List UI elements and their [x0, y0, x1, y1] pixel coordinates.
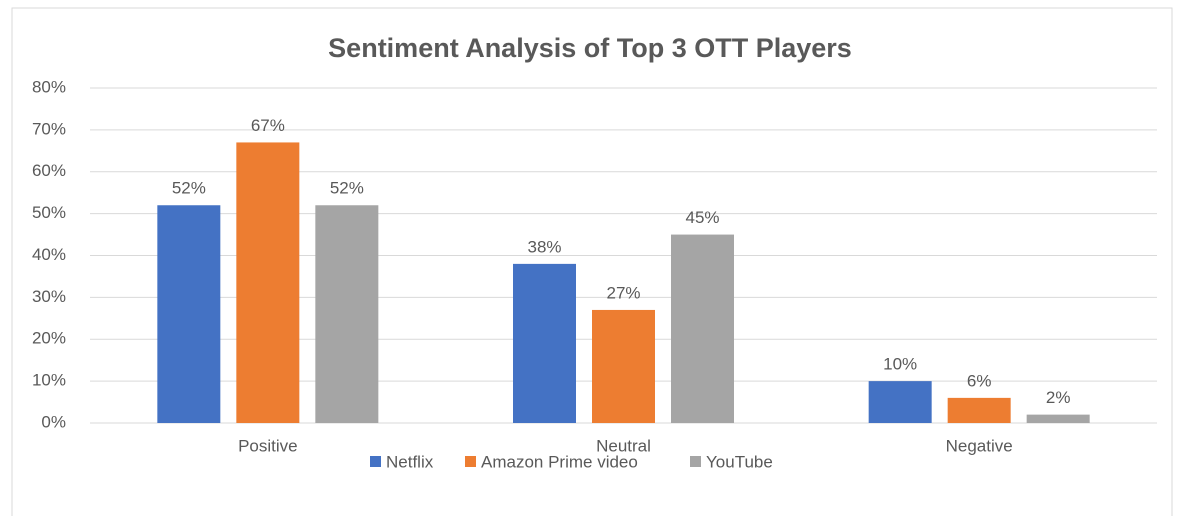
data-label: 52%: [330, 179, 364, 198]
bar: [671, 234, 734, 423]
legend-label: Netflix: [386, 452, 434, 471]
data-label: 67%: [251, 116, 285, 135]
data-label: 27%: [606, 283, 640, 302]
x-tick-label: Positive: [238, 436, 298, 455]
legend-label: Amazon Prime video: [481, 452, 638, 471]
x-tick-label: Neutral: [596, 436, 651, 455]
bar: [868, 381, 932, 423]
bar: [315, 205, 379, 423]
y-tick-label: 10%: [32, 371, 66, 390]
y-tick-label: 0%: [41, 412, 66, 431]
y-tick-label: 30%: [32, 287, 66, 306]
data-label: 45%: [685, 208, 719, 227]
bar: [592, 309, 655, 423]
x-tick-label: Negative: [946, 436, 1013, 455]
y-tick-label: 60%: [32, 161, 66, 180]
legend-swatch: [690, 456, 701, 467]
bar: [1026, 414, 1090, 423]
bar: [947, 397, 1011, 423]
bar: [157, 205, 221, 423]
chart-title: Sentiment Analysis of Top 3 OTT Players: [328, 33, 852, 63]
data-label: 52%: [172, 179, 206, 198]
data-label: 2%: [1046, 388, 1071, 407]
legend-label: YouTube: [706, 452, 773, 471]
legend-swatch: [370, 456, 381, 467]
y-tick-label: 80%: [32, 77, 66, 96]
bar: [513, 263, 576, 423]
legend-swatch: [465, 456, 476, 467]
data-label: 10%: [883, 355, 917, 374]
bar: [236, 142, 300, 423]
y-tick-label: 20%: [32, 329, 66, 348]
y-tick-label: 40%: [32, 245, 66, 264]
data-label: 38%: [527, 237, 561, 256]
y-tick-label: 70%: [32, 119, 66, 138]
data-label: 6%: [967, 371, 992, 390]
y-tick-label: 50%: [32, 203, 66, 222]
